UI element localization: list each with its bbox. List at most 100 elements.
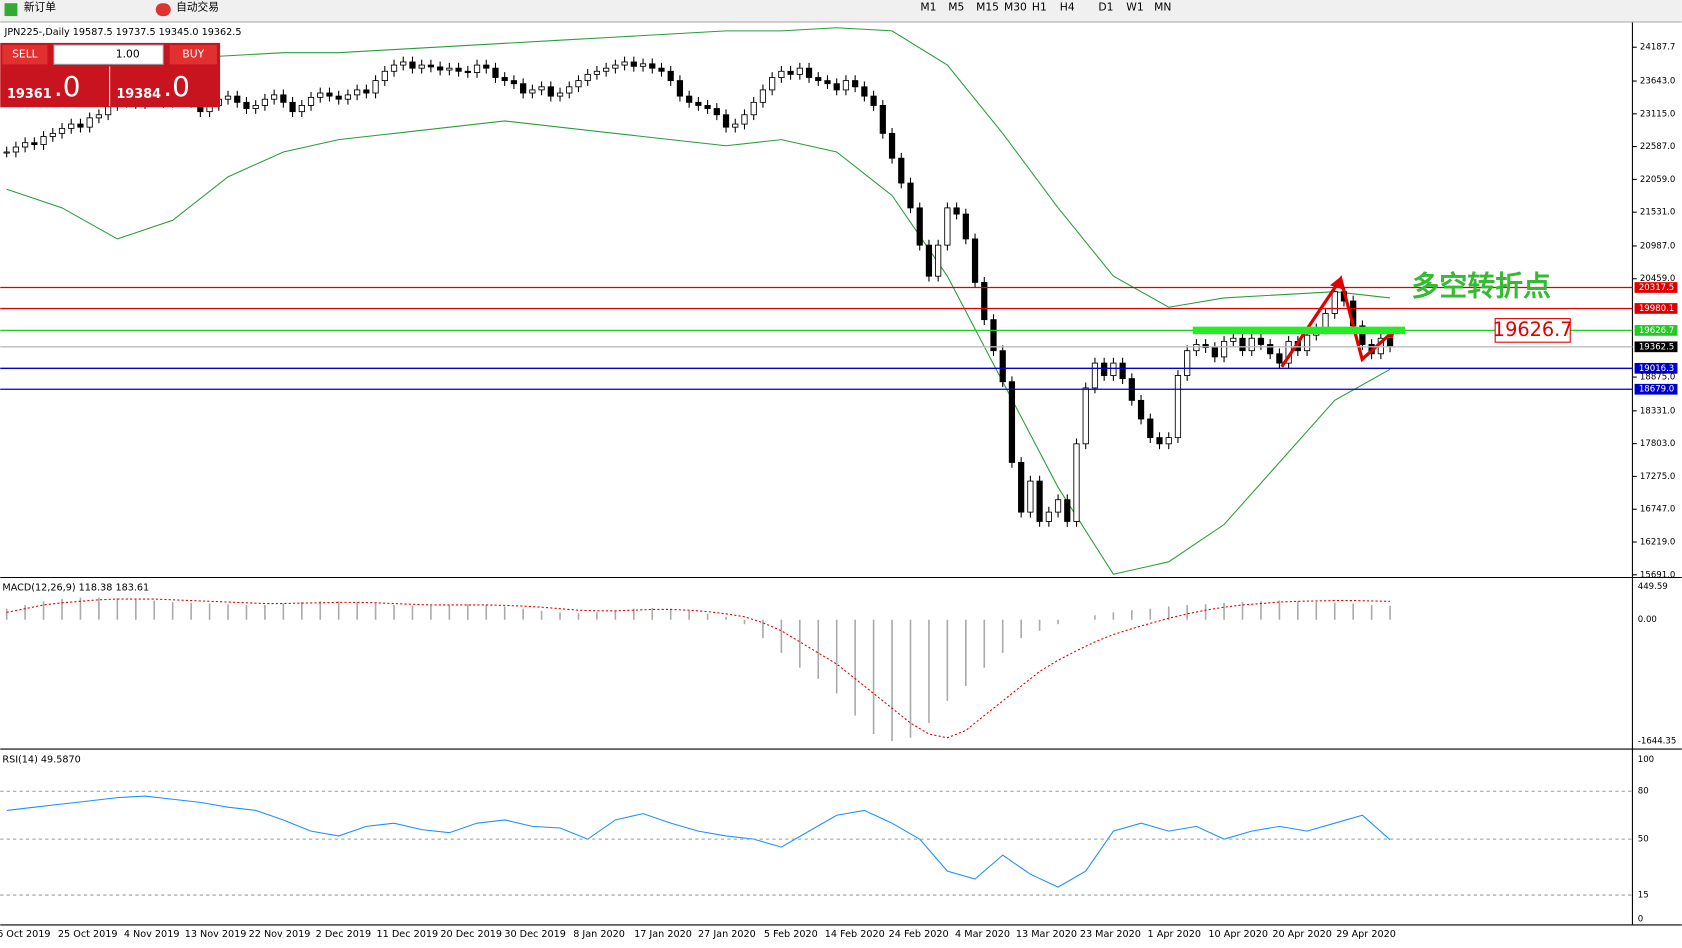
x-tick-label: 10 Apr 2020 xyxy=(1208,929,1268,940)
candle xyxy=(1248,337,1255,352)
timeframe[interactable]: M30 xyxy=(1004,1,1027,14)
volume[interactable]: 1.00 xyxy=(116,48,140,61)
candle xyxy=(833,83,840,91)
candle xyxy=(455,67,462,72)
candle xyxy=(307,96,315,106)
candle xyxy=(372,80,379,94)
candle xyxy=(1386,337,1394,348)
candle xyxy=(741,114,748,125)
timeframe[interactable]: H1 xyxy=(1032,1,1047,14)
timeframe[interactable]: M1 xyxy=(920,1,936,14)
x-tick-label: 22 Nov 2019 xyxy=(249,929,311,940)
buy-price-frac[interactable]: .0 xyxy=(163,70,190,103)
candle xyxy=(1211,347,1218,358)
candle xyxy=(1303,334,1311,352)
candle xyxy=(575,80,582,88)
candle xyxy=(1230,337,1237,342)
candle xyxy=(1193,344,1200,352)
candle xyxy=(1054,499,1062,513)
candle xyxy=(925,244,933,277)
auto-trading-icon[interactable] xyxy=(155,3,171,17)
volume-input[interactable] xyxy=(53,44,164,65)
candle xyxy=(769,77,776,91)
y-tick-label: 22059.0 xyxy=(1640,175,1675,185)
candle xyxy=(556,92,564,97)
price-tag xyxy=(1634,325,1678,336)
y-tick-label: 16219.0 xyxy=(1640,537,1675,547)
auto-trading[interactable]: 自动交易 xyxy=(176,1,219,14)
candle xyxy=(778,70,785,78)
timeframe[interactable]: H4 xyxy=(1060,1,1075,14)
timeframe[interactable]: MN xyxy=(1154,1,1171,14)
candle xyxy=(722,114,730,128)
sell-label[interactable]: SELL xyxy=(12,48,38,61)
candle xyxy=(1220,340,1228,358)
candle xyxy=(639,63,647,67)
candle xyxy=(1008,381,1016,463)
x-tick-label: 6 Oct 2019 xyxy=(0,929,51,940)
candle xyxy=(805,67,813,78)
timeframe[interactable]: D1 xyxy=(1098,1,1113,14)
candle xyxy=(1276,353,1283,364)
candle xyxy=(1091,362,1099,389)
candle xyxy=(1018,462,1025,513)
sell-button[interactable] xyxy=(2,45,48,65)
candle xyxy=(529,89,536,94)
macd-signal xyxy=(6,598,1391,739)
timeframe[interactable]: M15 xyxy=(976,1,999,14)
timeframe[interactable]: W1 xyxy=(1126,1,1143,14)
candle xyxy=(271,94,278,100)
price-tag-label: 19362.5 xyxy=(1639,342,1674,352)
candle xyxy=(1137,399,1145,420)
candle xyxy=(400,61,407,66)
candle xyxy=(898,157,905,184)
new-order[interactable]: 新订单 xyxy=(24,1,56,14)
buy-price[interactable]: 19384 xyxy=(116,87,161,102)
buy-button[interactable] xyxy=(169,45,217,65)
y-tick-label: 50 xyxy=(1638,835,1649,845)
buy-label[interactable]: BUY xyxy=(182,48,204,61)
candle xyxy=(658,67,665,72)
candle xyxy=(243,101,250,109)
y-tick-label: 23643.0 xyxy=(1640,77,1675,87)
candle xyxy=(261,98,269,106)
sell-price[interactable]: 19361 xyxy=(7,87,52,102)
candle xyxy=(492,67,499,78)
annotation: 多空转折点 xyxy=(1412,270,1551,303)
candle xyxy=(381,70,388,82)
candle xyxy=(842,80,850,91)
candle xyxy=(695,101,702,106)
candle xyxy=(999,350,1006,383)
candle xyxy=(354,89,361,96)
candle xyxy=(1165,437,1172,445)
candle xyxy=(326,92,333,97)
y-tick-label: 22587.0 xyxy=(1640,142,1675,152)
sell-price-frac[interactable]: .0 xyxy=(54,70,81,103)
price-tag-label: 19016.3 xyxy=(1639,364,1674,374)
y-tick-label: 16747.0 xyxy=(1640,505,1675,515)
candle xyxy=(224,95,232,100)
candle xyxy=(86,117,93,128)
x-tick-label: 25 Oct 2019 xyxy=(58,929,118,940)
timeframe[interactable]: M5 xyxy=(948,1,964,14)
x-tick-label: 27 Jan 2020 xyxy=(698,929,756,940)
plot xyxy=(3,27,1394,888)
candle xyxy=(861,86,868,97)
new-order-icon[interactable] xyxy=(4,3,18,17)
candle xyxy=(1073,443,1080,522)
candle xyxy=(12,146,20,153)
candle xyxy=(621,61,628,66)
x-tick-label: 14 Feb 2020 xyxy=(825,929,885,940)
candle xyxy=(77,123,84,128)
y-tick-label: 18875.0 xyxy=(1640,373,1675,383)
candle xyxy=(953,207,960,215)
x-tick-label: 11 Dec 2019 xyxy=(377,929,439,940)
candle xyxy=(649,63,656,69)
price-tag-label: 18679.0 xyxy=(1639,385,1674,395)
candle xyxy=(483,64,490,69)
candle xyxy=(95,114,103,119)
y-tick-label: 449.59 xyxy=(1638,582,1668,592)
candle xyxy=(1110,362,1117,376)
x-tick-label: 1 Apr 2020 xyxy=(1148,929,1201,940)
